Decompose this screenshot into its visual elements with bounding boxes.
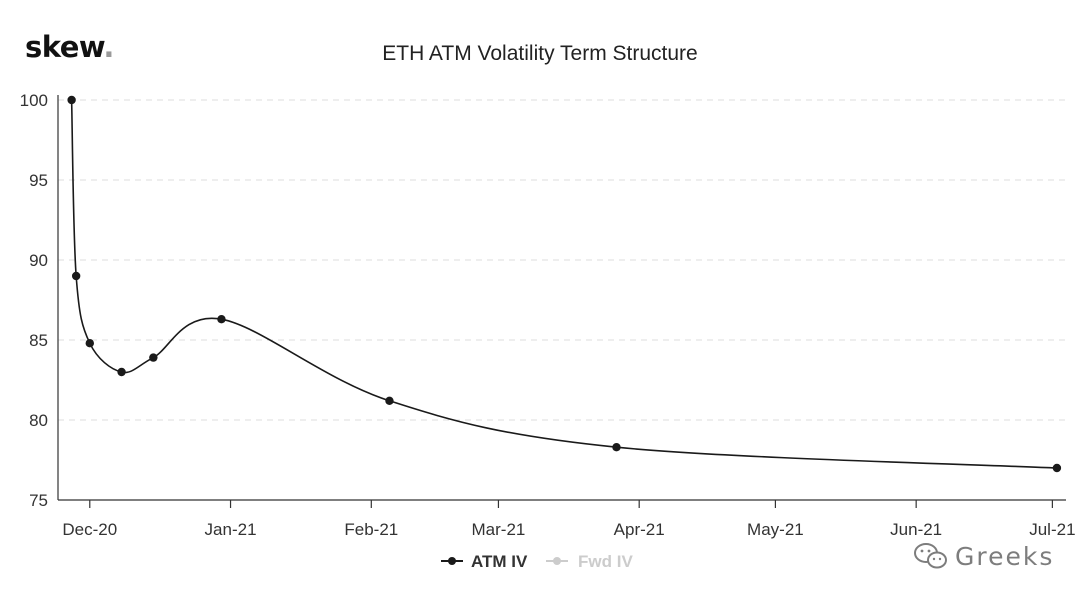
legend-label-atm-iv: ATM IV <box>471 552 528 571</box>
x-tick-label: Dec-20 <box>62 520 117 539</box>
data-point-3[interactable] <box>85 339 94 348</box>
data-point-5[interactable] <box>149 353 158 362</box>
data-point-4[interactable] <box>117 367 126 377</box>
wechat-icon <box>914 543 947 569</box>
data-point-1[interactable] <box>67 95 76 105</box>
chart-title: ETH ATM Volatility Term Structure <box>382 42 697 65</box>
series-layer <box>67 95 1062 473</box>
legend-item-fwd-iv[interactable]: Fwd IV <box>546 552 633 571</box>
y-tick-label: 85 <box>29 331 48 350</box>
legend-marker-fwd-iv <box>553 557 561 565</box>
logo-text: skew <box>25 30 104 64</box>
data-point-7[interactable] <box>385 396 394 405</box>
x-tick-label: Feb-21 <box>344 520 398 539</box>
x-tick-label: Jun-21 <box>890 520 942 539</box>
x-tick-label: Jan-21 <box>205 520 257 539</box>
y-tick-label: 90 <box>29 251 48 270</box>
x-tick-label: May-21 <box>747 520 804 539</box>
watermark-text: Greeks <box>955 541 1055 571</box>
series-line-atm-iv <box>70 99 1057 469</box>
x-tick-label: Mar-21 <box>472 520 526 539</box>
grid-layer <box>58 99 1066 421</box>
x-tick-label: Jul-21 <box>1029 520 1075 539</box>
axis-layer: 75 80 85 90 95 100 Dec-20 Jan-21 Feb-21 Mar-21 Apr… <box>20 91 1076 539</box>
y-tick-label: 80 <box>29 411 48 430</box>
y-tick-label: 100 <box>20 91 48 110</box>
skew-logo: skew. <box>25 30 114 64</box>
data-point-9[interactable] <box>1052 463 1062 473</box>
x-tick-label: Apr-21 <box>614 520 665 539</box>
legend-marker-atm-iv <box>448 557 456 565</box>
y-tick-label: 75 <box>29 491 48 510</box>
legend[interactable]: ATM IV Fwd IV <box>441 552 633 571</box>
data-point-2[interactable] <box>71 271 81 281</box>
logo-dot: . <box>103 30 114 64</box>
data-point-8[interactable] <box>612 443 621 452</box>
data-point-6[interactable] <box>217 315 226 324</box>
watermark: Greeks <box>913 541 1054 571</box>
legend-item-atm-iv[interactable]: ATM IV <box>441 552 528 571</box>
y-tick-label: 95 <box>29 171 48 190</box>
legend-label-fwd-iv: Fwd IV <box>578 552 633 571</box>
